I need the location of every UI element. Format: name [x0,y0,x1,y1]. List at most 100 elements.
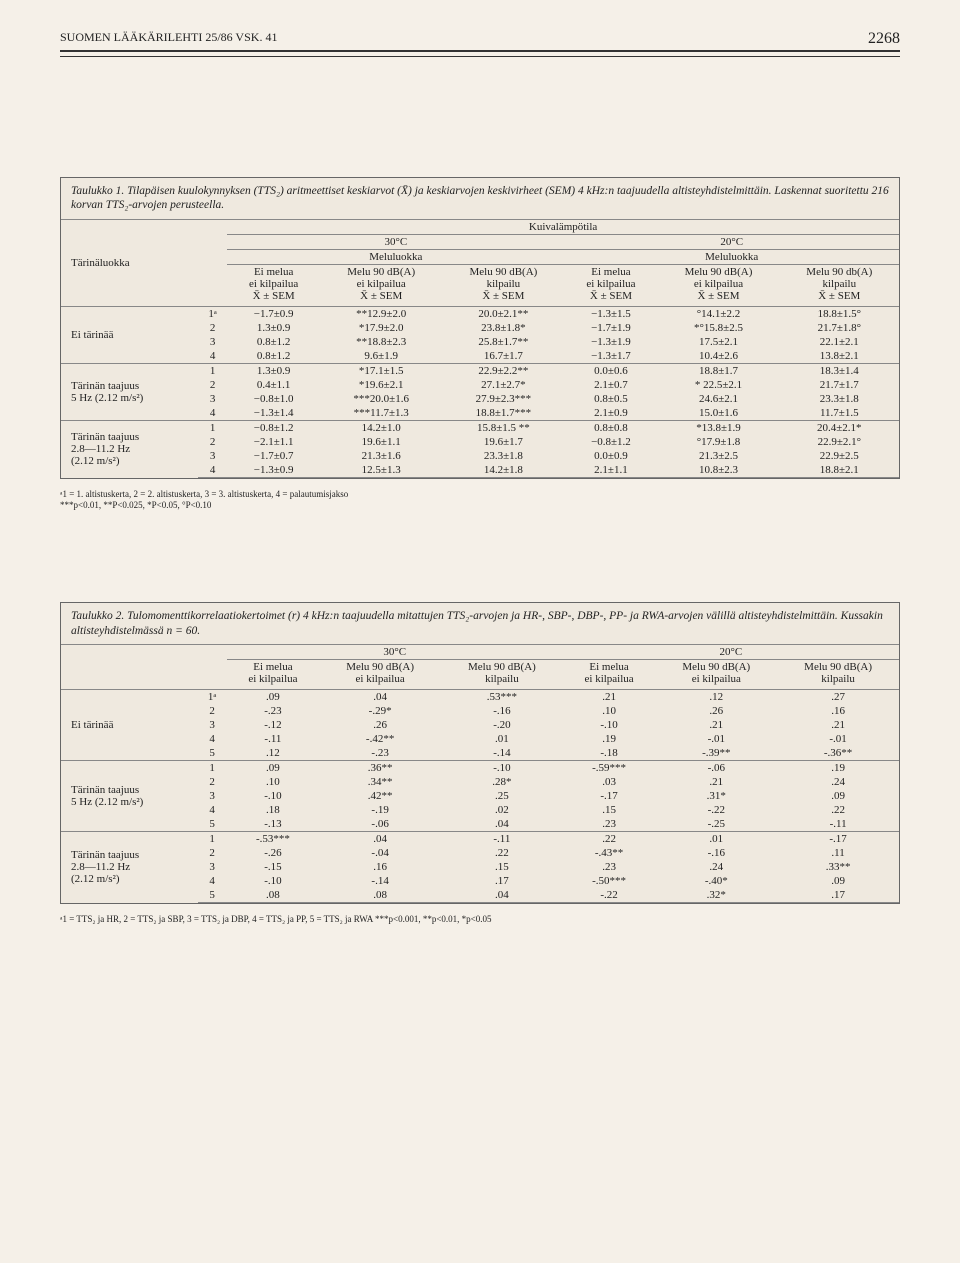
t1-col2: Melu 90 dB(A) ei kilpailua X̄ ± SEM [320,264,442,306]
t2-col4: Ei melua ei kilpailua [563,659,656,689]
data-cell: °14.1±2.2 [657,306,779,321]
data-cell: .19 [563,732,656,746]
data-cell: -.23 [227,704,320,718]
data-cell: .22 [441,846,563,860]
data-cell: -.15 [227,860,320,874]
row-index: 4 [198,406,227,421]
data-cell: 2.1±0.7 [564,378,657,392]
data-cell: .01 [441,732,563,746]
data-cell: 0.4±1.1 [227,378,320,392]
data-cell: 22.9±2.5 [780,449,899,463]
data-cell: −1.3±1.9 [564,335,657,349]
row-index: 5 [198,746,227,761]
data-cell: *17.9±2.0 [320,321,442,335]
data-cell: 25.8±1.7** [442,335,564,349]
row-index: 4 [198,732,227,746]
row-index: 3 [198,449,227,463]
data-cell: *17.1±1.5 [320,363,442,378]
data-cell: -.11 [227,732,320,746]
data-cell: 0.0±0.9 [564,449,657,463]
table-1: Taulukko 1. Tilapäisen kuulokynnyksen (T… [60,177,900,479]
data-cell: .28* [441,775,563,789]
data-cell: .02 [441,803,563,817]
data-cell: -.18 [563,746,656,761]
data-cell: −0.8±1.0 [227,392,320,406]
data-cell: -.53*** [227,831,320,846]
data-cell: ***11.7±1.3 [320,406,442,421]
data-cell: .16 [319,860,441,874]
data-cell: -.10 [227,789,320,803]
data-cell: .10 [563,704,656,718]
data-cell: 15.8±1.5 ** [442,420,564,435]
data-cell: 13.8±2.1 [780,349,899,364]
data-cell: 18.8±1.7 [657,363,779,378]
col-30c: 30°C [227,234,564,249]
data-cell: −1.3±1.7 [564,349,657,364]
data-cell: -.10 [563,718,656,732]
data-cell: **18.8±2.3 [320,335,442,349]
group-label: Tärinän taajuus 5 Hz (2.12 m/s²) [61,760,198,831]
data-cell: .22 [777,803,899,817]
data-cell: -.40* [655,874,777,888]
data-cell: .32* [655,888,777,903]
data-cell: -.04 [319,846,441,860]
data-cell: -.39** [655,746,777,761]
data-cell: 17.5±2.1 [657,335,779,349]
data-cell: .03 [563,775,656,789]
data-cell: 12.5±1.3 [320,463,442,478]
row-index: 4 [198,803,227,817]
data-cell: 10.8±2.3 [657,463,779,478]
data-cell: 20.4±2.1* [780,420,899,435]
row-index: 2 [198,321,227,335]
t2-col6: Melu 90 dB(A) kilpailu [777,659,899,689]
data-cell: .33** [777,860,899,874]
t2-col2: Melu 90 dB(A) ei kilpailua [319,659,441,689]
row-index: 3 [198,392,227,406]
data-cell: .34** [319,775,441,789]
table-1-grid: Tärinäluokka Kuivalämpötila 30°C 20°C Me… [61,220,899,478]
t2-col1: Ei melua ei kilpailua [227,659,320,689]
data-cell: −1.7±0.7 [227,449,320,463]
row-index: 2 [198,435,227,449]
data-cell: °17.9±1.8 [657,435,779,449]
data-cell: 23.3±1.8 [442,449,564,463]
t1-col1: Ei melua ei kilpailua X̄ ± SEM [227,264,320,306]
data-cell: -.36** [777,746,899,761]
data-cell: -.17 [777,831,899,846]
data-cell: 22.1±2.1 [780,335,899,349]
data-cell: -.13 [227,817,320,832]
row-index: 2 [198,704,227,718]
data-cell: .12 [655,689,777,704]
data-cell: .26 [319,718,441,732]
data-cell: .09 [777,789,899,803]
data-cell: .21 [563,689,656,704]
row-index: 4 [198,349,227,364]
data-cell: 9.6±1.9 [320,349,442,364]
data-cell: -.14 [319,874,441,888]
data-cell: .08 [227,888,320,903]
row-index: 2 [198,775,227,789]
data-cell: .23 [563,817,656,832]
table-2-grid: 30°C 20°C Ei melua ei kilpailua Melu 90 … [61,645,899,903]
data-cell: -.50*** [563,874,656,888]
data-cell: .12 [227,746,320,761]
data-cell: .31* [655,789,777,803]
col-melu-1: Meluluokka [227,249,564,264]
data-cell: -.43** [563,846,656,860]
data-cell: 22.9±2.1° [780,435,899,449]
data-cell: .08 [319,888,441,903]
table-2: Taulukko 2. Tulomomenttikorrelaatiokerto… [60,602,900,904]
data-cell: .22 [563,831,656,846]
data-cell: .10 [227,775,320,789]
data-cell: -.29* [319,704,441,718]
data-cell: -.16 [655,846,777,860]
data-cell: .25 [441,789,563,803]
data-cell: -.20 [441,718,563,732]
data-cell: -.59*** [563,760,656,775]
t1-col5: Melu 90 dB(A) ei kilpailua X̄ ± SEM [657,264,779,306]
row-index: 2 [198,846,227,860]
data-cell: * 22.5±2.1 [657,378,779,392]
data-cell: 23.8±1.8* [442,321,564,335]
data-cell: −1.3±1.5 [564,306,657,321]
data-cell: .18 [227,803,320,817]
